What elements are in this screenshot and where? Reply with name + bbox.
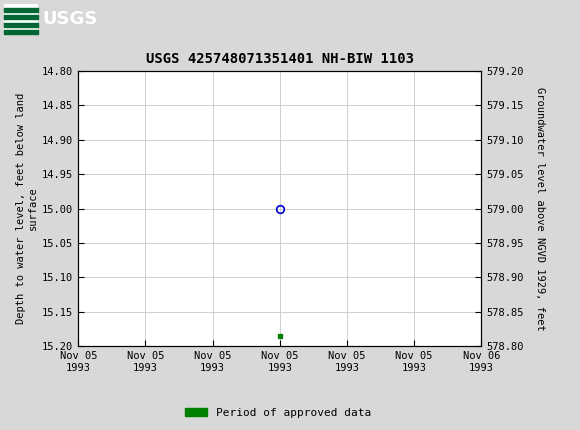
Y-axis label: Groundwater level above NGVD 1929, feet: Groundwater level above NGVD 1929, feet [535,87,545,330]
FancyBboxPatch shape [4,4,38,34]
Legend: Period of approved data: Period of approved data [181,403,376,422]
Text: USGS: USGS [42,10,97,28]
Y-axis label: Depth to water level, feet below land
surface: Depth to water level, feet below land su… [16,93,38,324]
Title: USGS 425748071351401 NH-BIW 1103: USGS 425748071351401 NH-BIW 1103 [146,52,414,66]
